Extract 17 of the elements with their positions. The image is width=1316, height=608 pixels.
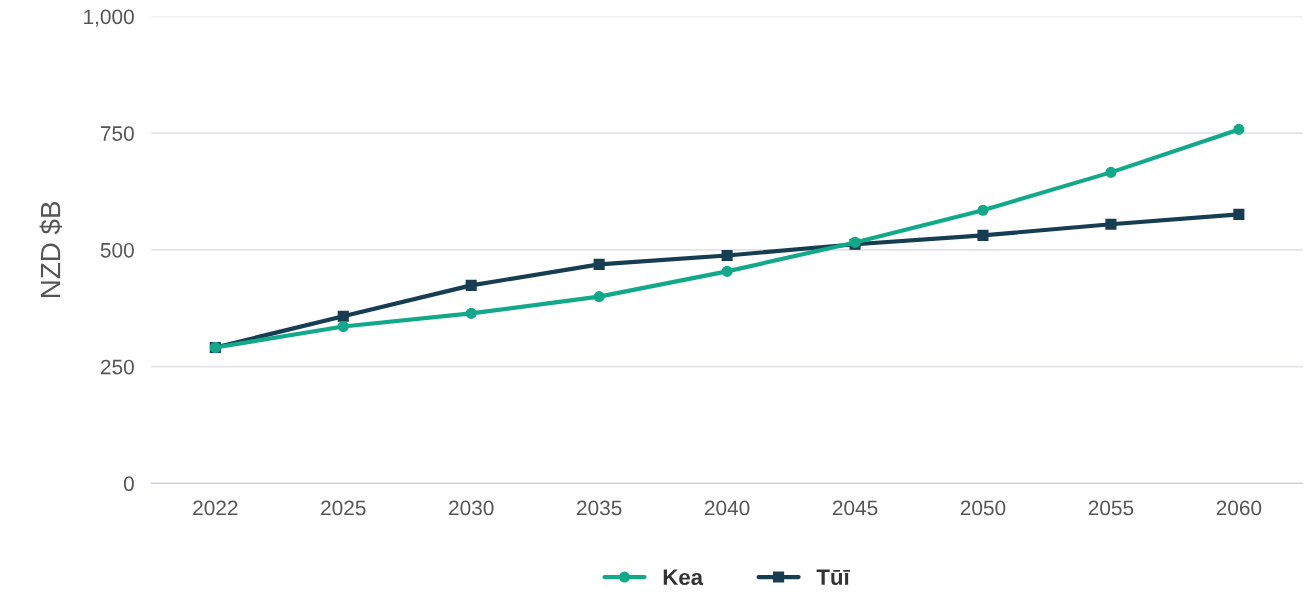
y-axis-title: NZD $B xyxy=(39,201,63,297)
x-tick-label: 2050 xyxy=(960,500,1006,516)
x-tick-label: 2045 xyxy=(832,500,878,516)
legend-label: Kea xyxy=(663,569,704,586)
y-tick-label: 0 xyxy=(123,476,134,492)
y-tick-label: 500 xyxy=(100,242,134,258)
y-tick-label: 250 xyxy=(100,359,134,375)
x-tick-label: 2022 xyxy=(193,500,238,516)
legend-label: Tūī xyxy=(816,569,850,586)
x-tick-label: 2035 xyxy=(577,500,622,516)
x-tick-label: 2040 xyxy=(704,500,750,516)
x-tick-label: 2055 xyxy=(1088,500,1134,516)
x-tick-label: 2060 xyxy=(1216,500,1262,516)
x-tick-label: 2030 xyxy=(449,500,494,516)
y-tick-label: 1,000 xyxy=(84,9,134,27)
y-tick-label: 750 xyxy=(100,126,134,141)
x-tick-label: 2025 xyxy=(321,500,366,516)
